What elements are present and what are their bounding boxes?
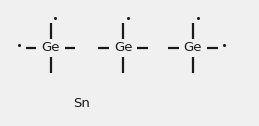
Text: Ge: Ge xyxy=(114,41,132,54)
Text: Ge: Ge xyxy=(184,41,202,54)
Text: Sn: Sn xyxy=(73,97,90,110)
Text: Ge: Ge xyxy=(41,41,60,54)
